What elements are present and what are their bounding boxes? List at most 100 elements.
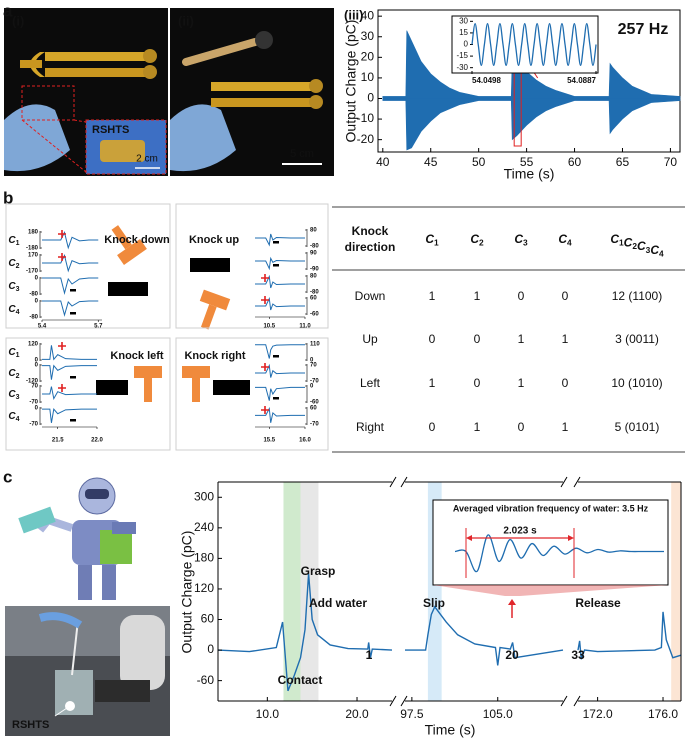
channel-label: C3 bbox=[8, 389, 19, 401]
label-sub: 3 bbox=[523, 238, 528, 248]
table-cell: 1 bbox=[429, 289, 436, 303]
y-tick-label: -20 bbox=[357, 132, 375, 146]
phase-band bbox=[671, 482, 681, 701]
channel-trace bbox=[42, 230, 99, 250]
hammer-icon bbox=[134, 366, 162, 402]
x-tick-label: 176.0 bbox=[648, 707, 678, 721]
panel-label: a bbox=[3, 1, 13, 20]
negative-marker bbox=[70, 376, 76, 379]
hammer-head bbox=[117, 239, 147, 265]
y-tick-label: -170 bbox=[26, 269, 39, 275]
table-cell: 0 bbox=[474, 376, 481, 390]
positive-marker bbox=[261, 296, 269, 304]
photo-tuning-fork bbox=[4, 8, 168, 176]
positive-marker bbox=[261, 274, 269, 282]
label-base: C bbox=[8, 258, 16, 269]
mini-title: Knock up bbox=[189, 234, 239, 246]
y-tick-label: 20 bbox=[361, 50, 375, 64]
x-tick-label: 60 bbox=[568, 155, 582, 169]
label-base: C bbox=[558, 232, 567, 246]
x-tick-label: 22.0 bbox=[91, 438, 103, 444]
channel-trace bbox=[255, 296, 305, 311]
label-base: C bbox=[514, 232, 523, 246]
positive-marker bbox=[58, 253, 66, 261]
y-tick-label: -60 bbox=[197, 673, 215, 687]
y-tick-label: -90 bbox=[310, 267, 319, 273]
table-header: direction bbox=[345, 240, 396, 254]
x-tick-label: 10.5 bbox=[263, 324, 275, 330]
photo-label: (i) bbox=[12, 13, 24, 28]
y-tick-label: 40 bbox=[361, 8, 375, 22]
inset-title: Averaged vibration frequency of water: 3… bbox=[453, 503, 649, 513]
x-tick-label: 70 bbox=[664, 155, 678, 169]
table-cell: Left bbox=[360, 376, 381, 390]
event-label: Contact bbox=[278, 673, 323, 687]
x-tick-label: 10.0 bbox=[256, 707, 280, 721]
y-tick-label: 0 bbox=[35, 363, 39, 369]
panel-sublabel: (iii) bbox=[344, 7, 364, 22]
channel-trace bbox=[255, 406, 305, 423]
panel-label: b bbox=[3, 188, 13, 207]
y-tick-label: 80 bbox=[310, 274, 317, 280]
y-tick-label: 110 bbox=[310, 342, 320, 348]
y-tick-label: -30 bbox=[456, 63, 468, 72]
table-cell: 1 bbox=[429, 376, 436, 390]
y-tick-label: -80 bbox=[29, 315, 38, 321]
target-block bbox=[213, 380, 250, 395]
y-tick-label: 70 bbox=[31, 384, 38, 390]
x-axis-label: Time (s) bbox=[504, 166, 555, 182]
mini-frame bbox=[5, 337, 171, 451]
negative-marker bbox=[273, 397, 279, 400]
plot-frame bbox=[377, 9, 681, 153]
y-tick-label: 0 bbox=[367, 91, 374, 105]
hammer-icon bbox=[199, 289, 231, 330]
hammer-head bbox=[182, 366, 210, 378]
mini-title: Knock left bbox=[110, 350, 164, 362]
negative-marker bbox=[273, 264, 279, 267]
y-tick-label: 180 bbox=[194, 551, 214, 565]
hammer-handle bbox=[200, 304, 217, 330]
label-sub: 1 bbox=[434, 238, 439, 248]
table-cell: 3 (0011) bbox=[615, 332, 659, 346]
negative-marker bbox=[273, 355, 279, 358]
x-tick-label: 45 bbox=[424, 155, 438, 169]
y-tick-label: -80 bbox=[310, 290, 319, 296]
signal-line bbox=[577, 611, 682, 660]
axis-break bbox=[389, 476, 408, 488]
y-tick-label: 30 bbox=[459, 16, 468, 25]
signal-area bbox=[382, 98, 681, 151]
negative-marker bbox=[70, 419, 76, 422]
channel-trace bbox=[42, 364, 97, 380]
channel-label: C4 bbox=[8, 304, 19, 316]
robot-illustration bbox=[18, 477, 136, 600]
y-tick-label: 10 bbox=[361, 70, 375, 84]
label-sub: 3 bbox=[16, 286, 20, 293]
y-tick-label: -120 bbox=[26, 379, 39, 385]
x-tick-label: 15.5 bbox=[263, 438, 275, 444]
channel-label: C1 bbox=[8, 347, 19, 359]
table-cell: 1 bbox=[518, 376, 525, 390]
axis-break bbox=[560, 476, 581, 488]
water-count: 1 bbox=[366, 648, 373, 662]
phase-band bbox=[283, 482, 301, 701]
channel-label: C4 bbox=[8, 411, 19, 423]
label-sub: 1 bbox=[619, 238, 624, 248]
hammer-handle bbox=[192, 378, 200, 402]
axis-break bbox=[560, 695, 581, 707]
channel-label: C3 bbox=[8, 281, 19, 293]
target-block bbox=[108, 282, 148, 296]
y-tick-label: 60 bbox=[310, 296, 317, 302]
table-cell: Down bbox=[355, 289, 386, 303]
x-tick-label: 5.7 bbox=[94, 324, 103, 330]
label-base: C bbox=[8, 389, 16, 400]
table-header: Knock bbox=[352, 224, 389, 238]
negative-marker bbox=[70, 312, 76, 315]
channel-label: C2 bbox=[8, 258, 19, 270]
table-cell: 0 bbox=[429, 420, 436, 434]
channel-trace bbox=[42, 300, 99, 317]
label-base: C bbox=[8, 304, 16, 315]
y-tick-label: -70 bbox=[310, 379, 319, 385]
y-tick-label: 15 bbox=[459, 28, 468, 37]
table-cell: 0 bbox=[429, 332, 436, 346]
